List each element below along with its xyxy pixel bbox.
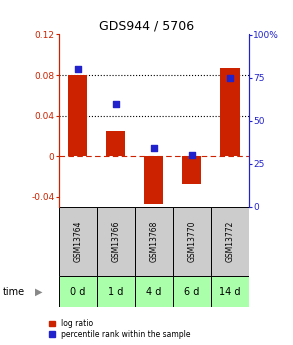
Text: GDS944 / 5706: GDS944 / 5706 [99, 20, 194, 33]
FancyBboxPatch shape [211, 276, 249, 307]
Text: GSM13764: GSM13764 [73, 221, 82, 262]
Bar [182, 156, 201, 184]
Text: GSM13768: GSM13768 [149, 221, 158, 262]
Text: 4 d: 4 d [146, 287, 161, 296]
FancyBboxPatch shape [173, 207, 211, 276]
FancyBboxPatch shape [59, 276, 97, 307]
Point [228, 75, 232, 80]
Bar [144, 156, 163, 204]
Bar [220, 68, 239, 156]
FancyBboxPatch shape [211, 207, 249, 276]
Point [190, 152, 194, 158]
Text: 14 d: 14 d [219, 287, 241, 296]
Point [75, 66, 80, 72]
Bar [106, 131, 125, 156]
Text: ▶: ▶ [35, 287, 43, 296]
FancyBboxPatch shape [173, 276, 211, 307]
Text: time: time [3, 287, 25, 296]
Legend: log ratio, percentile rank within the sample: log ratio, percentile rank within the sa… [48, 318, 191, 339]
Text: GSM13770: GSM13770 [188, 221, 196, 262]
Text: GSM13772: GSM13772 [226, 221, 234, 262]
FancyBboxPatch shape [135, 276, 173, 307]
FancyBboxPatch shape [135, 207, 173, 276]
Point [151, 146, 156, 151]
Point [113, 101, 118, 106]
FancyBboxPatch shape [97, 276, 135, 307]
Text: GSM13766: GSM13766 [111, 221, 120, 262]
Bar [68, 75, 87, 156]
Text: 1 d: 1 d [108, 287, 123, 296]
Text: 0 d: 0 d [70, 287, 85, 296]
Text: 6 d: 6 d [184, 287, 200, 296]
FancyBboxPatch shape [59, 207, 97, 276]
FancyBboxPatch shape [97, 207, 135, 276]
